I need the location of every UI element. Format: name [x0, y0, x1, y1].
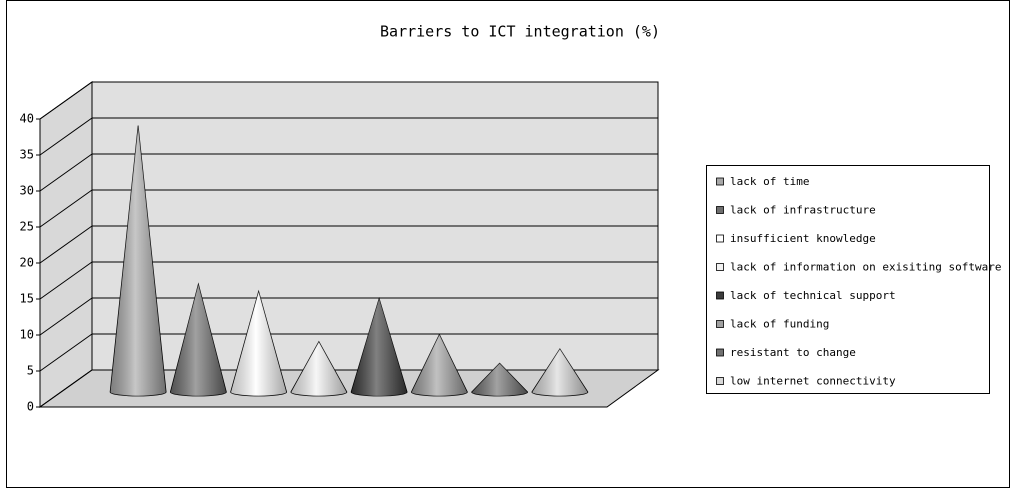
grid-line — [39, 153, 93, 192]
cone-shade — [230, 291, 287, 396]
chart-title: Barriers to ICT integration (%) — [380, 23, 660, 41]
grid-line — [39, 261, 93, 300]
legend-swatch — [716, 291, 724, 300]
legend-label: lack of funding — [730, 318, 829, 331]
y-tick-label: 10 — [20, 328, 34, 342]
y-tick-label: 30 — [20, 184, 34, 198]
legend-label: insufficient knowledge — [730, 232, 876, 245]
legend-label: lack of information on exisiting softwar… — [730, 261, 1002, 274]
cone-shade — [290, 341, 347, 396]
cone-shade — [351, 298, 408, 396]
legend-label: lack of infrastructure — [730, 204, 876, 217]
y-tick-label: 25 — [20, 220, 34, 234]
y-tick-label: 35 — [20, 148, 34, 162]
legend-swatch — [716, 206, 724, 214]
cone-shade — [110, 125, 167, 396]
grid-line — [39, 81, 93, 120]
legend-label: low internet connectivity — [730, 375, 896, 388]
y-tick-label: 5 — [27, 364, 34, 378]
y-tick-label: 15 — [20, 292, 34, 306]
legend-swatch — [716, 234, 724, 243]
legend-swatch — [716, 348, 724, 357]
grid-line — [39, 189, 93, 228]
cone-shade — [471, 363, 528, 396]
legend-label: lack of technical support — [730, 289, 896, 302]
legend-swatch — [716, 263, 724, 271]
cone-shade — [411, 334, 468, 396]
legend-swatch — [716, 377, 724, 385]
grid-line — [39, 117, 93, 156]
legend-swatch — [716, 320, 724, 328]
legend-swatch — [716, 177, 724, 186]
legend-label: lack of time — [730, 175, 809, 188]
grid-line — [39, 333, 93, 372]
y-tick-label: 40 — [20, 112, 34, 126]
legend-box — [706, 165, 990, 394]
cone-shade — [531, 348, 588, 396]
cone-shade — [170, 284, 227, 396]
grid-line — [39, 297, 93, 336]
legend-label: resistant to change — [730, 346, 856, 359]
grid-line — [39, 225, 93, 264]
y-tick-label: 20 — [20, 256, 34, 270]
grid-line — [39, 369, 93, 408]
y-tick-label: 0 — [27, 400, 34, 414]
